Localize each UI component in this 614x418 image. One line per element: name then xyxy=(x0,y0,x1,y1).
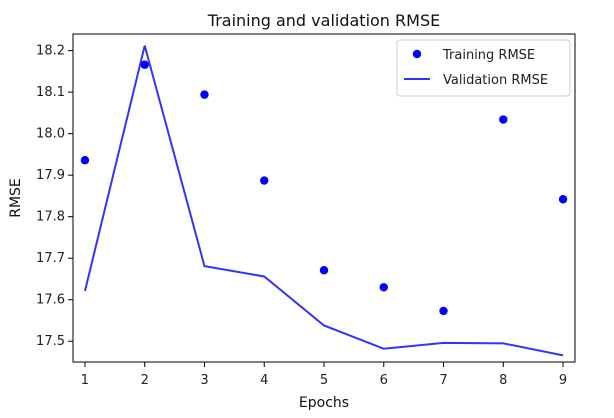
training-rmse-point xyxy=(439,306,448,316)
y-axis: 17.5 17.6 17.7 17.8 17.9 18.0 18.1 18.2 xyxy=(36,44,73,349)
training-rmse-point xyxy=(499,115,508,124)
legend-training-marker xyxy=(412,49,422,59)
x-tick-label: 8 xyxy=(499,373,507,388)
legend-box xyxy=(396,39,571,97)
x-axis: 1 2 3 4 5 6 7 8 9 xyxy=(81,362,567,388)
x-tick-label: 1 xyxy=(81,373,89,388)
y-tick-label: 18.0 xyxy=(36,127,65,142)
x-tick-label: 3 xyxy=(200,373,208,388)
legend-validation-label: Validation RMSE xyxy=(443,73,548,88)
y-tick-label: 18.2 xyxy=(36,44,65,59)
x-tick-label: 2 xyxy=(141,373,149,388)
y-tick-label: 18.1 xyxy=(36,85,65,100)
y-axis-label: RMSE xyxy=(8,178,24,218)
y-tick-label: 17.7 xyxy=(36,251,65,266)
x-tick-label: 4 xyxy=(260,373,268,388)
legend: Training RMSE Validation RMSE xyxy=(396,39,571,97)
y-tick-label: 17.6 xyxy=(36,293,65,308)
y-tick-label: 17.8 xyxy=(36,210,65,225)
training-rmse-point xyxy=(200,90,209,99)
training-rmse-point xyxy=(558,195,568,204)
training-rmse-point xyxy=(140,60,149,69)
training-rmse-point xyxy=(379,283,388,292)
chart-title: Training and validation RMSE xyxy=(207,11,440,30)
x-tick-label: 5 xyxy=(320,373,328,388)
series-layer xyxy=(80,45,568,357)
x-tick-label: 9 xyxy=(559,373,567,388)
x-axis-label: Epochs xyxy=(299,395,349,411)
training-rmse-point xyxy=(80,156,90,165)
y-tick-label: 17.9 xyxy=(36,168,65,183)
validation-rmse-line xyxy=(83,45,564,357)
x-tick-label: 6 xyxy=(380,373,388,388)
training-rmse-point xyxy=(260,176,269,185)
legend-training-label: Training RMSE xyxy=(442,48,535,63)
y-tick-label: 17.5 xyxy=(36,334,65,349)
x-tick-label: 7 xyxy=(439,373,447,388)
training-rmse-point xyxy=(319,266,329,275)
